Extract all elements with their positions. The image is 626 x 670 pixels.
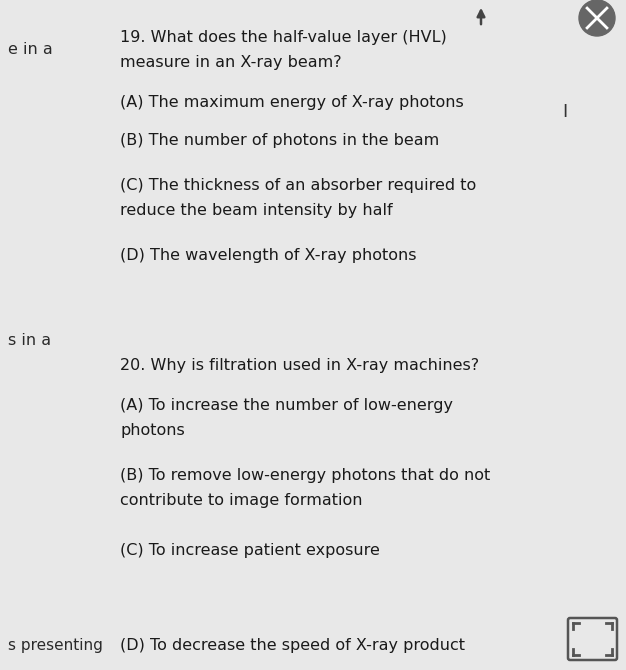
Text: (B) To remove low-energy photons that do not: (B) To remove low-energy photons that do… xyxy=(120,468,490,483)
Text: 20. Why is filtration used in X-ray machines?: 20. Why is filtration used in X-ray mach… xyxy=(120,358,479,373)
Text: measure in an X-ray beam?: measure in an X-ray beam? xyxy=(120,55,342,70)
Text: (D) To decrease the speed of X-ray product: (D) To decrease the speed of X-ray produ… xyxy=(120,638,465,653)
Text: photons: photons xyxy=(120,423,185,438)
Text: (C) The thickness of an absorber required to: (C) The thickness of an absorber require… xyxy=(120,178,476,193)
Circle shape xyxy=(579,0,615,36)
Text: (A) The maximum energy of X-ray photons: (A) The maximum energy of X-ray photons xyxy=(120,95,464,110)
Text: 19. What does the half-value layer (HVL): 19. What does the half-value layer (HVL) xyxy=(120,30,447,45)
Text: (B) The number of photons in the beam: (B) The number of photons in the beam xyxy=(120,133,439,148)
Text: s presenting: s presenting xyxy=(8,638,103,653)
Text: s in a: s in a xyxy=(8,333,51,348)
Text: (C) To increase patient exposure: (C) To increase patient exposure xyxy=(120,543,380,558)
Text: e in a: e in a xyxy=(8,42,53,57)
Text: reduce the beam intensity by half: reduce the beam intensity by half xyxy=(120,203,393,218)
Text: (A) To increase the number of low-energy: (A) To increase the number of low-energy xyxy=(120,398,453,413)
Text: I: I xyxy=(562,103,568,121)
Text: contribute to image formation: contribute to image formation xyxy=(120,493,362,508)
Text: (D) The wavelength of X-ray photons: (D) The wavelength of X-ray photons xyxy=(120,248,416,263)
